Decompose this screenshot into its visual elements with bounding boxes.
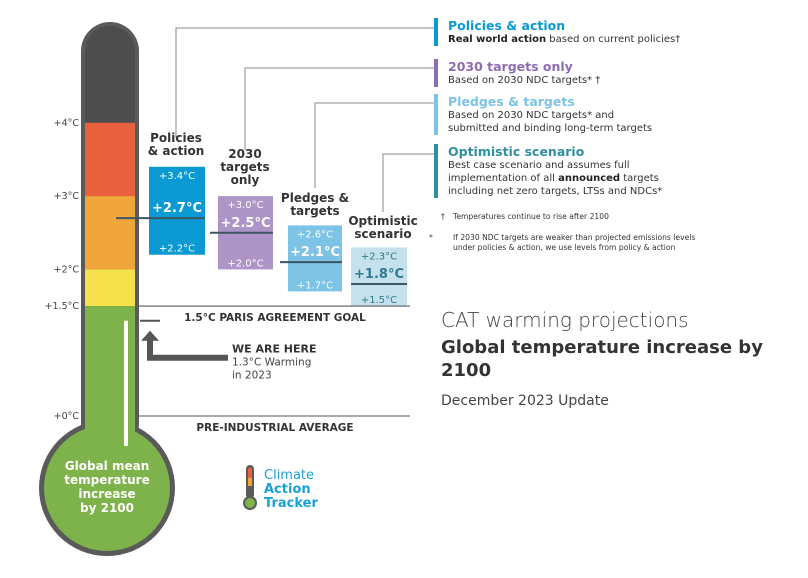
bar-low-label: +2.2°C — [159, 244, 195, 255]
heading-line-1: CAT warming projections — [441, 308, 689, 332]
footnote-text: Temperatures continue to rise after 2100 — [453, 212, 609, 221]
bar-low-label: +2.0°C — [227, 258, 263, 269]
y-tick-label: +0°C — [54, 411, 80, 422]
heading-line-2: Global temperature increase by 2100 — [441, 337, 763, 381]
legend-connector-line — [314, 102, 434, 188]
y-tick-label: +2°C — [54, 264, 80, 275]
thermometer-label-line: increase — [78, 487, 135, 501]
bar-high-label: +2.3°C — [361, 251, 397, 262]
bar-category-label: scenario — [354, 227, 411, 241]
thermometer-label-line: by 2100 — [80, 501, 134, 515]
logo-band — [248, 468, 252, 478]
y-tick-label: +4°C — [54, 118, 80, 129]
scenario-range-bar — [149, 166, 205, 255]
legend-title: Policies & action — [448, 18, 566, 33]
bar-central-label: +2.1°C — [290, 245, 340, 260]
logo-text: Climate — [264, 468, 314, 483]
logo-text: Action — [264, 482, 311, 497]
footnote-text: If 2030 NDC targets are weaker than proj… — [453, 233, 696, 252]
thermometer-bands — [85, 26, 135, 466]
mercury-level-indicator — [124, 320, 128, 446]
we-are-here-title: WE ARE HERE — [232, 343, 317, 356]
paris-goal-label: 1.5°C PARIS AGREEMENT GOAL — [184, 312, 366, 324]
bar-low-label: +1.5°C — [361, 295, 397, 306]
thermometer-label-line: temperature — [64, 473, 149, 487]
logo-band — [248, 478, 252, 486]
logo-text: Tracker — [264, 496, 318, 511]
we-are-here-detail: in 2023 — [232, 370, 272, 382]
legend-title: Pledges & targets — [448, 94, 575, 109]
legend-description: Based on 2030 NDC targets* † — [448, 75, 601, 86]
bar-low-label: +1.7°C — [297, 280, 333, 291]
legend-connector-line — [382, 153, 434, 212]
bar-category-label: Pledges & — [281, 191, 349, 205]
scenario-bar-group: +3.4°C +2.2°C +2.7°C Policies& action — [148, 131, 205, 255]
legend-pledges: Pledges & targets Based on 2030 NDC targ… — [434, 94, 652, 135]
bar-high-label: +3.0°C — [227, 200, 263, 211]
bar-category-label: targets — [290, 204, 339, 218]
bar-category-label: Optimistic — [348, 214, 417, 228]
footnote-dagger: † Temperatures continue to rise after 210… — [441, 212, 609, 222]
bar-central-label: +2.7°C — [152, 201, 202, 216]
we-are-here-arrow — [141, 330, 228, 361]
y-tick-label: +3°C — [54, 191, 80, 202]
scenario-range-bar — [288, 225, 342, 292]
legend-description: Based on 2030 NDC targets* and submitted … — [448, 110, 653, 134]
y-axis-ticks: +4°C +3°C +2°C +1.5°C +0°C — [45, 118, 80, 422]
legend-title: Optimistic scenario — [448, 144, 585, 159]
legend-title: 2030 targets only — [448, 59, 573, 74]
we-are-here-detail: 1.3°C Warming — [232, 357, 311, 369]
footnote-mark: * — [429, 233, 433, 242]
scenario-bar-group: +2.6°C +1.7°C +2.1°C Pledges &targets — [281, 191, 349, 292]
thermometer-bulb — [44, 425, 170, 551]
bar-category-label: & action — [148, 144, 205, 158]
chart-heading: CAT warming projections Global temperatu… — [441, 307, 781, 411]
footnote-asterisk: * If 2030 NDC targets are weaker than pro… — [429, 233, 713, 253]
bar-high-label: +2.6°C — [297, 229, 333, 240]
bar-central-label: +1.8°C — [354, 267, 404, 282]
thermometer-band — [85, 196, 135, 270]
bar-category-label: targets — [220, 160, 269, 174]
legend-connector-line — [244, 67, 434, 150]
legend-2030-targets: 2030 targets only Based on 2030 NDC targ… — [434, 59, 600, 87]
bar-category-label: Policies — [150, 131, 202, 145]
logo-bulb — [245, 498, 255, 508]
bar-category-label: only — [231, 173, 260, 187]
heading-update-date: December 2023 Update — [441, 393, 609, 409]
bar-central-label: +2.5°C — [221, 216, 271, 231]
scenario-bars: +3.4°C +2.2°C +2.7°C Policies& action +3.0°C… — [116, 131, 418, 307]
thermometer-band — [85, 269, 135, 307]
legend-optimistic: Optimistic scenario Best case scenario a… — [434, 144, 662, 198]
footnote-mark: † — [441, 212, 445, 221]
legend-description: Best case scenario and assumes full imple… — [448, 160, 663, 197]
reference-lines: 1.5°C PARIS AGREEMENT GOAL PRE-INDUSTRIAL… — [139, 305, 410, 434]
thermometer-band — [85, 122, 135, 197]
bar-category-label: 2030 — [228, 147, 261, 161]
thermometer-label-line: Global mean — [65, 459, 149, 473]
pre-industrial-label: PRE-INDUSTRIAL AVERAGE — [196, 422, 353, 434]
legend-connector-line — [175, 27, 434, 138]
y-tick-label: +1.5°C — [45, 301, 80, 312]
legend-policies: Policies & action Real world action base… — [434, 18, 680, 46]
legend-connectors — [175, 27, 434, 212]
legend-description: Real world action based on current polic… — [448, 34, 681, 45]
thermometer-band — [85, 26, 135, 123]
scenario-range-bar — [351, 247, 407, 307]
bar-high-label: +3.4°C — [159, 171, 195, 182]
